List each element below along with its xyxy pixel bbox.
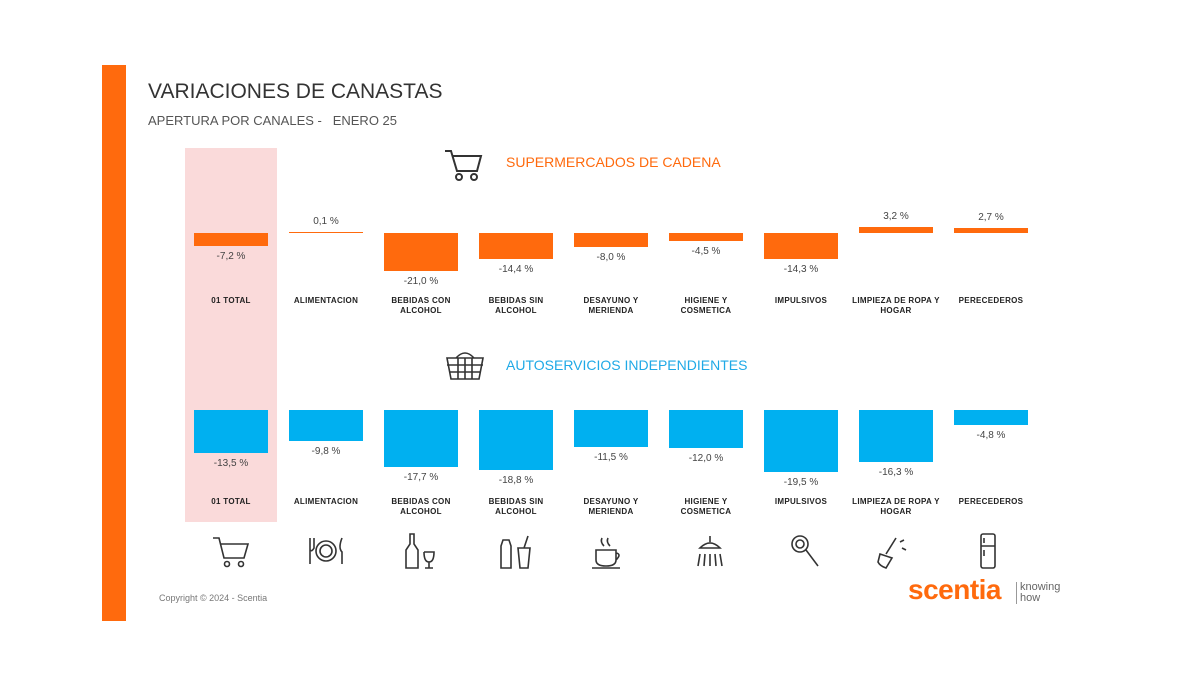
bar: [574, 410, 648, 447]
value-label: -7,2 %: [216, 250, 246, 262]
category-label: ALIMENTACION: [293, 497, 359, 506]
category-label: DESAYUNO Y MERIENDA: [583, 497, 639, 516]
category-label: BEBIDAS SIN ALCOHOL: [488, 296, 544, 315]
bar: [194, 410, 268, 454]
bar: [859, 227, 933, 233]
bar: [574, 233, 648, 248]
value-label: -8,0 %: [596, 252, 626, 264]
chart-title: SUPERMERCADOS DE CADENA: [506, 154, 721, 170]
value-label: 2,7 %: [978, 212, 1004, 224]
bar: [384, 233, 458, 271]
category-label: HIGIENE Y COSMETICA: [680, 497, 732, 516]
category-label: PERECEDEROS: [958, 497, 1024, 506]
value-label: -14,4 %: [498, 263, 534, 275]
accent-stripe: [102, 65, 126, 621]
bar: [289, 232, 363, 233]
tagline: knowing how: [1016, 582, 1072, 604]
value-label: -11,5 %: [594, 451, 628, 463]
value-label: -16,3 %: [878, 467, 914, 479]
category-label: LIMPIEZA DE ROPA Y HOGAR: [852, 296, 940, 315]
value-label: -9,8 %: [311, 446, 341, 458]
bar: [669, 410, 743, 449]
bar: [479, 410, 553, 471]
bar: [669, 233, 743, 242]
category-icons: [213, 533, 996, 569]
category-label: BEBIDAS SIN ALCOHOL: [488, 497, 544, 516]
value-label: -12,0 %: [688, 453, 724, 465]
bar: [764, 233, 838, 259]
bar: [954, 410, 1028, 426]
value-label: -17,7 %: [403, 471, 439, 483]
bar: [289, 410, 363, 442]
cart-icon: [445, 150, 483, 181]
category-label: IMPULSIVOS: [774, 497, 828, 506]
value-label: 3,2 %: [883, 211, 909, 223]
value-label: -4,8 %: [976, 430, 1006, 442]
bar: [479, 233, 553, 259]
logo: scentia: [908, 574, 1002, 605]
title: VARIACIONES DE CANASTAS: [148, 80, 443, 103]
total-highlight: [185, 148, 277, 522]
bar: [384, 410, 458, 467]
value-label: -19,5 %: [783, 477, 819, 489]
category-label: BEBIDAS CON ALCOHOL: [391, 497, 451, 516]
chart-title: AUTOSERVICIOS INDEPENDIENTES: [506, 357, 748, 373]
category-label: BEBIDAS CON ALCOHOL: [391, 296, 451, 315]
bar: [954, 228, 1028, 233]
bar: [194, 233, 268, 246]
bar: [859, 410, 933, 463]
copyright: Copyright © 2024 - Scentia: [159, 593, 268, 603]
value-label: -14,3 %: [783, 263, 819, 275]
category-label: ALIMENTACION: [293, 296, 359, 305]
category-label: IMPULSIVOS: [774, 296, 828, 305]
value-label: 0,1 %: [313, 216, 339, 227]
category-label: HIGIENE Y COSMETICA: [680, 296, 732, 315]
basket-icon: [446, 352, 484, 380]
category-label: PERECEDEROS: [958, 296, 1024, 305]
value-label: -4,5 %: [691, 246, 721, 258]
category-label: DESAYUNO Y MERIENDA: [583, 296, 639, 315]
category-label: LIMPIEZA DE ROPA Y HOGAR: [852, 497, 940, 516]
value-label: -21,0 %: [403, 275, 439, 287]
bar: [764, 410, 838, 473]
category-label: 01 TOTAL: [211, 497, 251, 506]
value-label: -13,5 %: [213, 458, 249, 470]
subtitle: APERTURA POR CANALES - ENERO 25: [148, 113, 397, 128]
category-label: 01 TOTAL: [211, 296, 251, 305]
value-label: -18,8 %: [498, 475, 534, 487]
